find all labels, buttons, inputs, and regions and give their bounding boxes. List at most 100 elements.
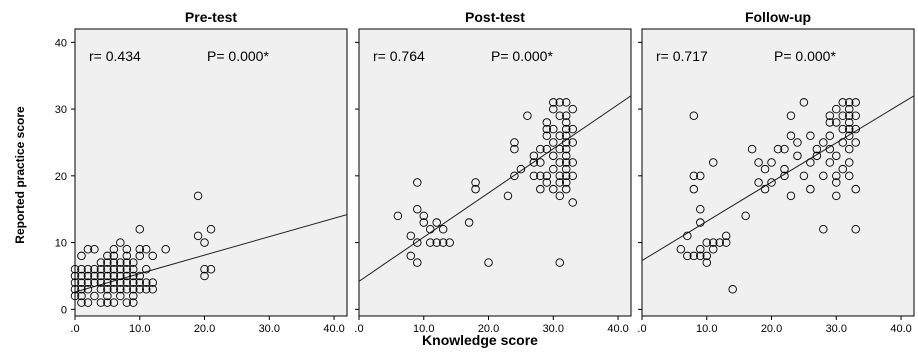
data-point	[141, 278, 151, 287]
data-point	[832, 171, 841, 181]
x-tick-label: 10.0	[129, 323, 150, 335]
p-value: P= 0.000*	[774, 48, 836, 64]
data-point	[542, 118, 552, 127]
data-point	[838, 164, 848, 174]
data-point	[122, 258, 132, 267]
data-point	[683, 251, 692, 261]
data-point	[851, 184, 860, 194]
data-point	[799, 171, 809, 181]
data-point	[806, 131, 815, 141]
data-point	[96, 278, 106, 287]
data-point	[708, 238, 718, 247]
data-point	[438, 238, 448, 247]
data-point	[536, 184, 545, 194]
data-point	[122, 271, 132, 281]
data-point	[561, 98, 571, 107]
data-point	[406, 251, 416, 261]
data-point	[116, 271, 125, 281]
data-point	[555, 158, 565, 167]
data-point	[77, 271, 86, 281]
data-point	[77, 265, 86, 274]
data-point	[793, 151, 802, 161]
data-point	[425, 238, 435, 247]
data-point	[832, 118, 841, 127]
data-point	[555, 258, 565, 267]
data-point	[549, 138, 558, 147]
data-point	[793, 138, 802, 147]
scatter-panel: Post-test .0 10.0 20.0 30.0 40.0 r= 0.764 P= 0.…	[354, 9, 632, 335]
data-point	[413, 258, 422, 267]
data-point	[438, 224, 448, 234]
p-value: P= 0.000*	[207, 48, 269, 64]
y-tick-label: 10	[55, 238, 67, 250]
data-point	[561, 171, 571, 181]
data-point	[200, 238, 209, 247]
data-point	[812, 151, 822, 161]
plot-area	[641, 28, 915, 317]
data-point	[70, 278, 80, 287]
data-point	[109, 251, 119, 261]
data-point	[844, 158, 854, 167]
data-point	[77, 298, 86, 307]
data-point	[413, 238, 422, 247]
data-point	[116, 258, 125, 267]
data-point	[825, 144, 835, 154]
data-point	[760, 164, 770, 174]
data-point	[825, 158, 835, 167]
data-point	[786, 191, 796, 201]
data-point	[83, 265, 93, 274]
data-point	[135, 224, 145, 234]
y-tick-label: 40	[55, 37, 67, 49]
data-point	[542, 144, 552, 154]
data-point	[122, 298, 132, 307]
data-point	[812, 144, 822, 154]
data-point	[806, 158, 815, 167]
data-point	[90, 271, 99, 281]
data-point	[696, 204, 705, 214]
data-point	[806, 184, 815, 194]
correlation-r: r= 0.717	[656, 48, 708, 64]
data-point	[103, 258, 112, 267]
data-point	[141, 265, 151, 274]
data-point	[549, 151, 558, 161]
data-point	[844, 124, 854, 134]
data-point	[503, 191, 513, 201]
data-point	[819, 224, 828, 234]
data-point	[786, 111, 796, 121]
data-point	[135, 278, 145, 287]
data-point	[103, 291, 112, 301]
data-point	[561, 138, 571, 147]
x-tick-label: 20.0	[761, 323, 782, 335]
data-point	[103, 285, 112, 294]
data-point	[851, 124, 860, 134]
data-point	[70, 285, 80, 294]
data-point	[510, 138, 519, 147]
data-point	[103, 278, 112, 287]
data-point	[844, 98, 854, 107]
data-point	[561, 164, 571, 174]
data-point	[708, 158, 718, 167]
panel-title: Follow-up	[745, 9, 811, 25]
data-point	[96, 265, 106, 274]
data-point	[109, 298, 119, 307]
data-point	[838, 138, 848, 147]
data-point	[536, 144, 545, 154]
data-point	[696, 218, 705, 227]
data-point	[484, 258, 493, 267]
data-point	[549, 104, 558, 114]
data-point	[568, 158, 577, 167]
data-point	[406, 231, 416, 241]
data-point	[148, 278, 157, 287]
data-point	[83, 285, 93, 294]
data-point	[542, 171, 552, 181]
data-point	[696, 171, 705, 181]
data-point	[129, 278, 138, 287]
data-point	[70, 265, 80, 274]
data-point	[747, 144, 757, 154]
data-point	[844, 111, 854, 121]
data-point	[432, 238, 441, 247]
data-point	[773, 144, 783, 154]
data-point	[819, 171, 828, 181]
data-point	[549, 124, 558, 134]
data-point	[96, 285, 106, 294]
